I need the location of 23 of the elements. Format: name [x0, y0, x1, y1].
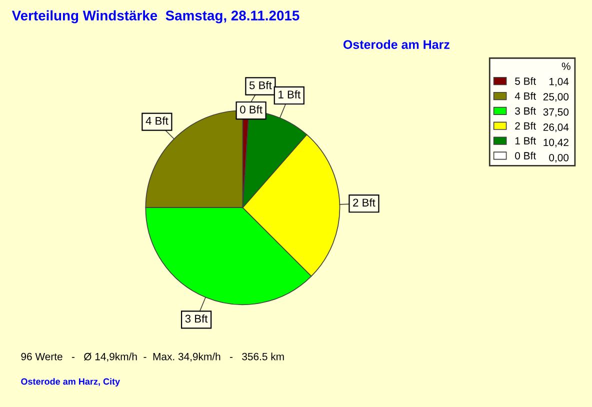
legend-label: 4 Bft	[514, 92, 536, 100]
legend-label: 1 Bft	[515, 136, 536, 145]
category-label: 0 Bft	[240, 105, 262, 114]
text: Osterode am Harz, City	[21, 378, 120, 386]
slice-label: 2 Bft	[353, 198, 376, 207]
data-label: 37,50	[543, 108, 569, 117]
legend-title: %	[562, 62, 570, 70]
text: 96 Werte - Ø 14,9km/h - Max. 34,9km/h - 356.5 km	[21, 352, 284, 362]
legend-label: 2 Bft	[515, 122, 536, 130]
legend-label: 3 Bft	[515, 107, 536, 115]
slice-label: 1 Bft	[278, 90, 300, 98]
chart-subtitle: Osterode am Harz	[343, 40, 450, 49]
data-label: 26,04	[543, 124, 569, 132]
chart-title: Verteilung Windstärke Samstag, 28.11.2015	[12, 10, 300, 24]
data-label: 25,00	[543, 93, 569, 102]
text: 0,00	[549, 154, 569, 163]
data-label: 1,04	[549, 78, 569, 87]
legend-label: 0 Bft	[515, 152, 536, 160]
slice-label: 3 Bft	[185, 314, 208, 323]
slice-label: 5 Bft	[249, 81, 272, 90]
legend-label: 5 Bft	[515, 77, 536, 85]
slice-label: 4 Bft	[146, 116, 168, 125]
data-label: 10,42	[544, 138, 568, 148]
